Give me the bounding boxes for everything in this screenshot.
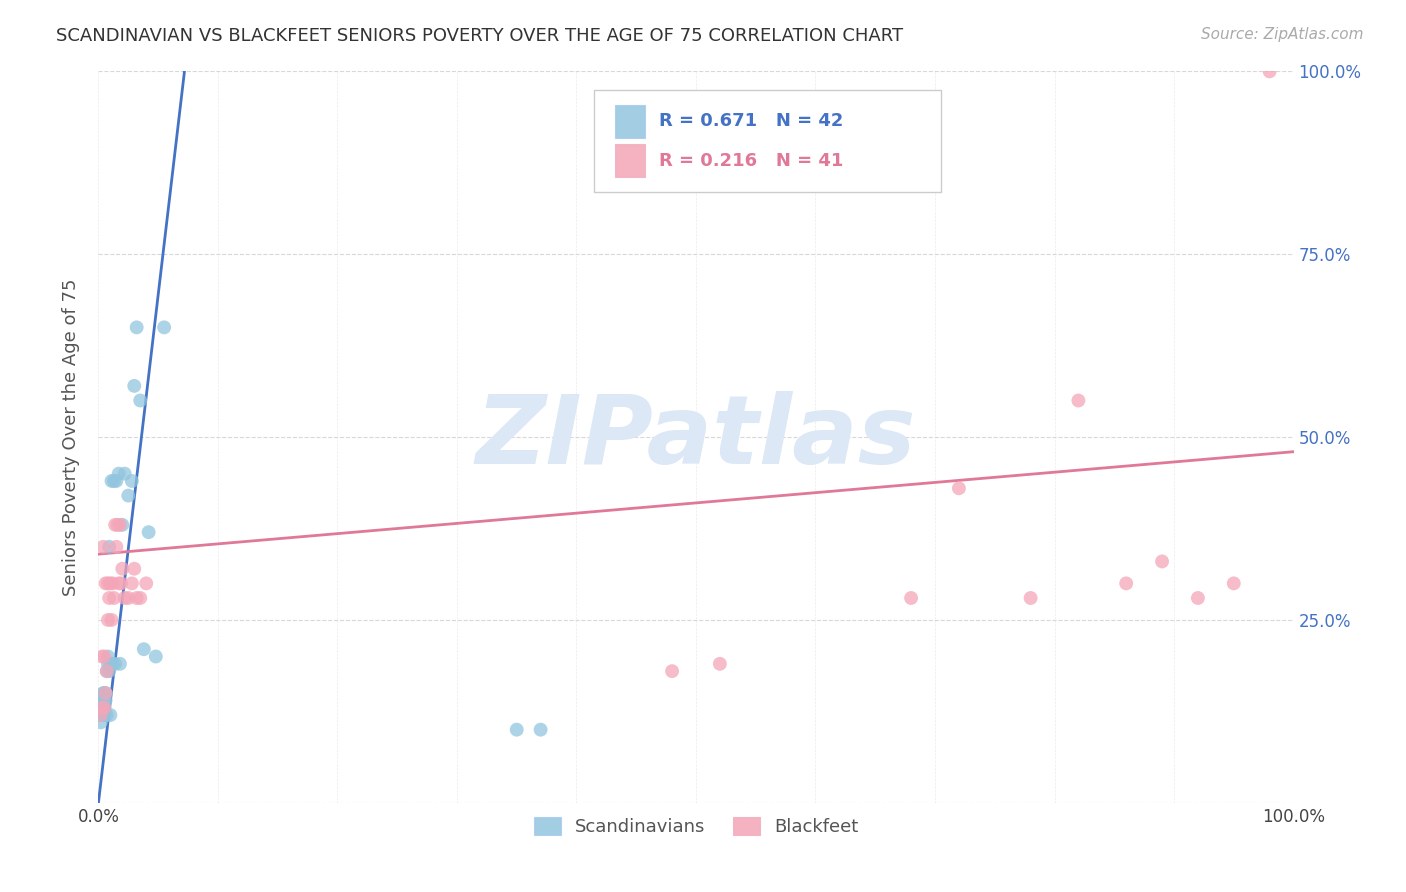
Text: ZIPatlas: ZIPatlas — [475, 391, 917, 483]
Point — [105, 474, 128, 488]
Point — [98, 664, 121, 678]
Point — [1187, 591, 1209, 605]
Point — [97, 613, 120, 627]
Point — [94, 686, 117, 700]
Point — [1115, 576, 1137, 591]
Text: R = 0.671   N = 42: R = 0.671 N = 42 — [659, 112, 844, 130]
Point — [900, 591, 922, 605]
Text: R = 0.216   N = 41: R = 0.216 N = 41 — [659, 152, 844, 169]
Text: SCANDINAVIAN VS BLACKFEET SENIORS POVERTY OVER THE AGE OF 75 CORRELATION CHART: SCANDINAVIAN VS BLACKFEET SENIORS POVERT… — [56, 27, 904, 45]
Point — [1152, 554, 1174, 568]
Point — [125, 320, 148, 334]
Point — [91, 540, 114, 554]
Point — [101, 657, 124, 671]
Point — [117, 489, 139, 503]
Point — [96, 708, 118, 723]
Point — [107, 517, 129, 532]
Point — [114, 591, 136, 605]
Point — [506, 723, 529, 737]
Point — [125, 591, 148, 605]
Point — [948, 481, 970, 495]
Point — [91, 649, 114, 664]
Point — [111, 562, 134, 576]
Point — [96, 664, 118, 678]
Point — [93, 686, 115, 700]
Point — [117, 591, 139, 605]
Point — [98, 576, 122, 591]
Point — [98, 591, 121, 605]
Point — [124, 562, 146, 576]
Point — [91, 708, 114, 723]
Point — [91, 686, 114, 700]
Point — [108, 517, 131, 532]
Point — [94, 686, 117, 700]
Point — [661, 664, 683, 678]
Point — [1223, 576, 1246, 591]
Point — [135, 576, 157, 591]
Point — [121, 576, 143, 591]
Point — [91, 700, 114, 714]
Point — [129, 591, 152, 605]
Point — [121, 474, 143, 488]
Point — [98, 708, 122, 723]
Point — [108, 657, 131, 671]
Point — [93, 693, 115, 707]
Point — [91, 700, 114, 714]
Point — [110, 576, 132, 591]
Point — [1067, 393, 1090, 408]
Point — [530, 723, 553, 737]
Point — [103, 474, 125, 488]
Point — [100, 474, 122, 488]
Point — [97, 649, 120, 664]
Point — [97, 657, 120, 671]
Point — [93, 649, 115, 664]
Legend: Scandinavians, Blackfeet: Scandinavians, Blackfeet — [524, 807, 868, 845]
Point — [100, 613, 122, 627]
Point — [90, 708, 112, 723]
Point — [97, 576, 120, 591]
Point — [111, 517, 134, 532]
Point — [94, 576, 117, 591]
FancyBboxPatch shape — [595, 90, 941, 192]
Text: Source: ZipAtlas.com: Source: ZipAtlas.com — [1201, 27, 1364, 42]
Point — [91, 700, 114, 714]
Point — [90, 715, 112, 730]
Point — [1019, 591, 1042, 605]
Point — [107, 576, 129, 591]
Point — [107, 467, 129, 481]
Point — [96, 664, 118, 678]
Point — [93, 700, 115, 714]
FancyBboxPatch shape — [614, 104, 644, 137]
Point — [1258, 64, 1281, 78]
Point — [105, 540, 128, 554]
Point — [98, 540, 121, 554]
Point — [93, 700, 115, 714]
Point — [91, 693, 114, 707]
Point — [132, 642, 155, 657]
Point — [104, 657, 127, 671]
Point — [129, 393, 152, 408]
Point — [91, 693, 114, 707]
Point — [103, 591, 125, 605]
Point — [104, 517, 127, 532]
Point — [101, 576, 124, 591]
FancyBboxPatch shape — [614, 145, 644, 177]
Point — [98, 657, 122, 671]
Point — [94, 693, 117, 707]
Point — [138, 525, 160, 540]
Point — [145, 649, 167, 664]
Point — [93, 708, 115, 723]
Point — [90, 708, 112, 723]
Point — [114, 467, 136, 481]
Y-axis label: Seniors Poverty Over the Age of 75: Seniors Poverty Over the Age of 75 — [62, 278, 80, 596]
Point — [124, 379, 146, 393]
Point — [709, 657, 731, 671]
Point — [153, 320, 176, 334]
